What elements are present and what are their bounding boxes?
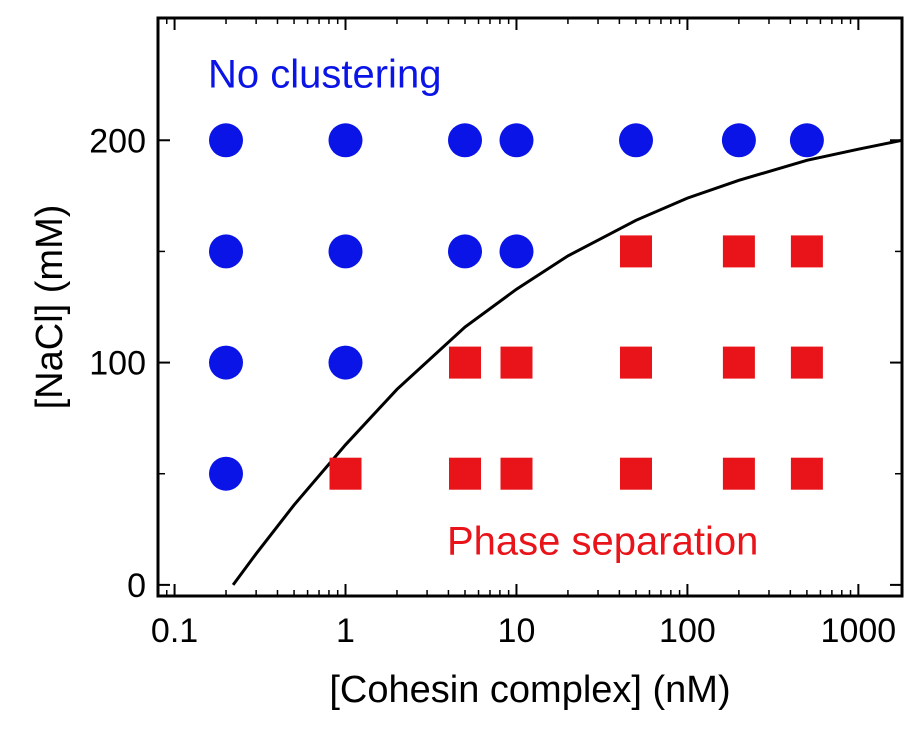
data-point-square <box>620 346 652 379</box>
data-point-square <box>722 235 755 268</box>
data-point-square <box>790 457 823 490</box>
x-tick-label: 0.1 <box>151 612 198 650</box>
y-tick-label: 200 <box>89 122 146 160</box>
data-point-square <box>620 235 652 268</box>
phase-boundary-curve <box>231 138 903 586</box>
data-point-circle <box>209 345 243 380</box>
y-axis-title: [NaCl] (mM) <box>29 205 71 410</box>
data-point-circle <box>448 234 482 269</box>
annotation-phase-separation: Phase separation <box>447 519 758 563</box>
data-point-square <box>449 457 481 490</box>
data-point-circle <box>209 234 243 269</box>
data-point-circle <box>328 123 363 158</box>
data-point-square <box>329 457 362 490</box>
data-point-square <box>722 346 755 379</box>
data-point-circle <box>789 123 824 158</box>
data-point-circle <box>499 123 534 158</box>
data-point-circle <box>448 123 482 158</box>
x-tick-label: 100 <box>659 612 716 650</box>
data-point-square <box>790 235 823 268</box>
x-tick-label: 1000 <box>821 612 897 650</box>
data-point-square <box>500 346 533 379</box>
annotation-no-clustering: No clustering <box>208 53 441 97</box>
data-point-square <box>790 346 823 379</box>
data-point-circle <box>619 123 653 158</box>
data-point-square <box>500 457 533 490</box>
y-tick-label: 0 <box>127 567 146 605</box>
x-axis-title: [Cohesin complex] (nM) <box>329 669 730 711</box>
data-point-square <box>722 457 755 490</box>
data-point-square <box>449 346 481 379</box>
plot-frame <box>156 16 904 598</box>
data-point-circle <box>721 123 756 158</box>
data-point-square <box>620 457 652 490</box>
y-tick-label: 100 <box>89 345 146 383</box>
data-point-circle <box>499 234 534 269</box>
data-point-circle <box>328 234 363 269</box>
data-point-circle <box>209 456 243 491</box>
x-tick-label: 1 <box>336 612 355 650</box>
x-tick-label: 10 <box>498 612 536 650</box>
data-point-circle <box>209 123 243 158</box>
data-point-circle <box>328 345 363 380</box>
